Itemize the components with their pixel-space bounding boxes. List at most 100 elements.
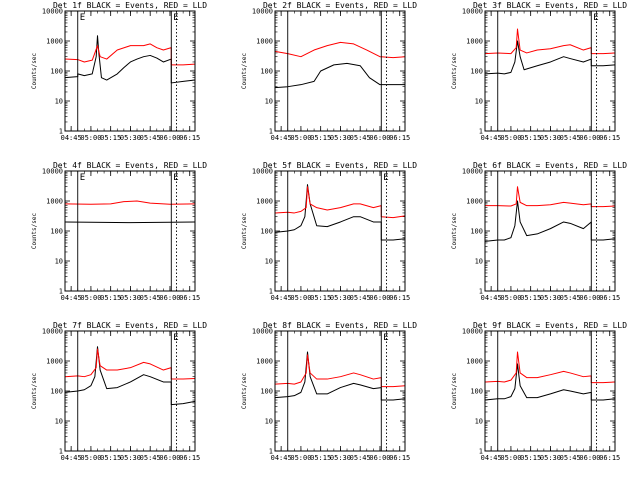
x-tick-label: 04:45 <box>61 454 82 462</box>
chart-panel-6: Det 6f BLACK = Events, RED = LLD Counts/s… <box>451 161 627 302</box>
y-tick-label: 1 <box>479 448 483 456</box>
y-tick-label: 1000 <box>256 358 273 366</box>
x-tick-label: 06:15 <box>599 454 620 462</box>
plot-frame <box>274 10 406 132</box>
y-tick-label: 1 <box>59 288 63 296</box>
x-tick-label: 04:45 <box>271 294 292 302</box>
x-tick-label: 05:00 <box>290 294 311 302</box>
series-line-events <box>64 35 196 84</box>
time-marker-label: E <box>383 173 388 183</box>
series-line-events <box>64 346 196 406</box>
chart-panel-7: Det 7f BLACK = Events, RED = LLD Counts/s… <box>31 321 207 462</box>
plot-frame <box>484 330 616 452</box>
y-tick-label: 10 <box>265 98 273 106</box>
y-tick-label: 1000 <box>466 38 483 46</box>
x-tick-label: 06:15 <box>389 134 410 142</box>
plot-frame <box>484 10 616 132</box>
x-tick-label: 05:30 <box>330 294 351 302</box>
x-tick-label: 05:45 <box>350 454 371 462</box>
chart-title: Det 8f BLACK = Events, RED = LLD <box>263 321 417 330</box>
x-tick-label: 05:15 <box>520 294 541 302</box>
series-line-lld <box>484 351 616 384</box>
x-tick-label: 05:15 <box>310 134 331 142</box>
series-line-lld <box>64 200 196 205</box>
chart-panel-3: Det 3f BLACK = Events, RED = LLD Counts/s… <box>451 1 627 142</box>
x-tick-label: 05:45 <box>560 454 581 462</box>
plot-frame <box>64 170 196 292</box>
y-axis-label: Counts/sec <box>31 213 38 250</box>
chart-title: Det 1f BLACK = Events, RED = LLD <box>53 1 207 10</box>
y-tick-label: 10000 <box>462 168 483 176</box>
time-marker-label: E <box>80 13 85 23</box>
x-tick-label: 05:15 <box>310 454 331 462</box>
y-tick-label: 1000 <box>466 358 483 366</box>
y-axis-label: Counts/sec <box>241 213 248 250</box>
y-tick-label: 10 <box>265 418 273 426</box>
series-line-events <box>484 40 616 75</box>
x-tick-label: 05:30 <box>540 454 561 462</box>
x-tick-label: 06:00 <box>579 134 600 142</box>
series-line-lld <box>485 186 616 208</box>
chart-panel-9: Det 9f BLACK = Events, RED = LLD Counts/s… <box>451 321 627 462</box>
x-tick-label: 05:00 <box>290 454 311 462</box>
y-axis-label: Counts/sec <box>241 373 248 410</box>
y-tick-label: 1 <box>269 288 273 296</box>
x-tick-label: 06:15 <box>179 454 200 462</box>
plot-frame <box>274 330 406 452</box>
time-marker-label: E <box>173 173 178 183</box>
chart-title: Det 3f BLACK = Events, RED = LLD <box>473 1 627 10</box>
x-tick-label: 05:00 <box>80 134 101 142</box>
series-line-events <box>274 184 406 241</box>
chart-title: Det 5f BLACK = Events, RED = LLD <box>263 161 417 170</box>
y-axis-label: Counts/sec <box>451 373 458 410</box>
chart-panel-1: Det 1f BLACK = Events, RED = LLD Counts/s… <box>31 1 207 142</box>
x-tick-label: 05:30 <box>120 294 141 302</box>
x-tick-label: 06:15 <box>599 294 620 302</box>
y-tick-label: 10000 <box>462 328 483 336</box>
x-tick-label: 04:45 <box>61 294 82 302</box>
y-tick-label: 10000 <box>42 168 63 176</box>
plot-frame <box>484 170 616 292</box>
x-tick-label: 05:45 <box>140 294 161 302</box>
x-tick-label: 05:00 <box>80 454 101 462</box>
x-tick-label: 06:15 <box>179 294 200 302</box>
y-tick-label: 10 <box>475 258 483 266</box>
series-line-lld <box>484 28 616 55</box>
series-line-events <box>64 221 196 224</box>
y-tick-label: 10 <box>475 418 483 426</box>
y-tick-label: 10000 <box>462 8 483 16</box>
y-tick-label: 100 <box>50 228 63 236</box>
chart-title: Det 7f BLACK = Events, RED = LLD <box>53 321 207 330</box>
y-tick-label: 10 <box>265 258 273 266</box>
chart-panel-8: Det 8f BLACK = Events, RED = LLD Counts/s… <box>241 321 417 462</box>
x-tick-label: 05:15 <box>520 134 541 142</box>
x-tick-label: 06:00 <box>579 294 600 302</box>
chart-title: Det 4f BLACK = Events, RED = LLD <box>53 161 207 170</box>
y-tick-label: 100 <box>260 228 273 236</box>
y-axis-label: Counts/sec <box>451 53 458 90</box>
x-tick-label: 04:45 <box>481 454 502 462</box>
y-tick-label: 1 <box>479 288 483 296</box>
time-marker-label: E <box>383 333 388 343</box>
y-tick-label: 100 <box>260 68 273 76</box>
y-tick-label: 1000 <box>466 198 483 206</box>
chart-title: Det 9f BLACK = Events, RED = LLD <box>473 321 627 330</box>
x-tick-label: 05:30 <box>330 454 351 462</box>
x-tick-label: 06:00 <box>369 294 390 302</box>
y-tick-label: 1000 <box>46 358 63 366</box>
y-axis-label: Counts/sec <box>241 53 248 90</box>
series-line-events <box>274 351 406 401</box>
x-tick-label: 05:45 <box>560 294 581 302</box>
y-tick-label: 10000 <box>42 8 63 16</box>
x-tick-label: 06:00 <box>369 454 390 462</box>
y-tick-label: 1000 <box>46 38 63 46</box>
x-tick-label: 06:15 <box>599 134 620 142</box>
x-tick-label: 05:45 <box>140 134 161 142</box>
y-tick-label: 100 <box>260 388 273 396</box>
y-tick-label: 10000 <box>252 8 273 16</box>
x-tick-label: 05:15 <box>100 454 121 462</box>
y-tick-label: 10000 <box>252 328 273 336</box>
time-marker-label: E <box>80 173 85 183</box>
